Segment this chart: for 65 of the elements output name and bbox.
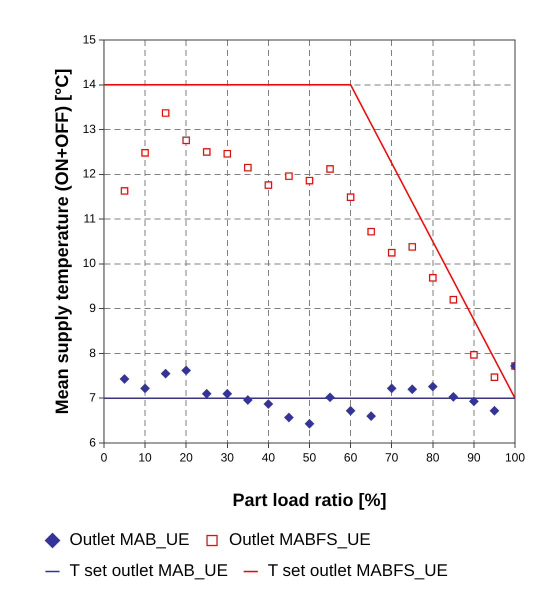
point: [182, 366, 191, 376]
point: [202, 148, 210, 156]
point: [429, 274, 437, 282]
y-tick-label: 14: [82, 77, 96, 92]
point: [408, 243, 416, 251]
x-axis-title: Part load ratio [%]: [232, 490, 386, 510]
y-tick-label: 7: [89, 390, 96, 405]
point: [264, 181, 272, 189]
point: [388, 248, 396, 256]
legend-label: Outlet MAB_UE: [70, 530, 190, 550]
point: [222, 389, 232, 398]
point: [367, 228, 375, 236]
legend-label: T set outlet MABFS_UE: [268, 561, 448, 580]
x-tick-label: 90: [467, 450, 481, 465]
x-tick-label: 70: [385, 450, 399, 465]
y-tick-label: 8: [89, 346, 96, 360]
point: [346, 406, 356, 416]
point: [469, 396, 478, 406]
x-tick-label: 80: [426, 450, 440, 465]
x-tick-label: 20: [179, 450, 194, 465]
point: [120, 374, 130, 384]
y-axis-title: Mean supply temperature (ON+OFF) [°C]: [52, 68, 72, 414]
point: [284, 412, 294, 422]
point: [325, 392, 335, 402]
point: [141, 149, 149, 157]
point: [161, 368, 170, 378]
point: [182, 136, 190, 144]
point: [490, 406, 500, 416]
y-tick-label: 15: [82, 32, 96, 46]
point: [162, 109, 170, 117]
point: [120, 187, 128, 195]
y-tick-label: 9: [89, 300, 96, 315]
point: [428, 382, 438, 392]
y-tick-label: 11: [83, 211, 96, 226]
point: [306, 176, 314, 184]
point: [202, 389, 212, 398]
x-tick-label: 50: [302, 450, 316, 465]
point: [304, 419, 314, 428]
y-tick-label: 13: [82, 122, 96, 136]
y-tick-label: 12: [82, 166, 96, 181]
y-tick-label: 6: [89, 435, 96, 450]
point: [264, 399, 273, 409]
point: [285, 172, 293, 180]
point: [450, 296, 458, 304]
legend-label: Outlet MABFS_UE: [228, 530, 371, 550]
point: [223, 150, 232, 158]
x-tick-label: 10: [138, 450, 152, 465]
point: [490, 373, 498, 381]
legend-label: T set outlet MAB_UE: [70, 561, 228, 580]
x-tick-label: 0: [100, 450, 108, 465]
point: [140, 384, 150, 393]
point: [470, 351, 478, 359]
x-tick-label: 40: [262, 450, 276, 465]
x-tick-label: 100: [504, 450, 526, 465]
x-tick-label: 30: [220, 450, 234, 465]
point: [408, 384, 417, 394]
point: [448, 392, 458, 402]
point: [244, 164, 252, 172]
point: [326, 165, 334, 173]
point: [366, 412, 376, 421]
point: [346, 193, 354, 201]
point: [243, 395, 252, 405]
x-tick-label: 60: [344, 450, 358, 465]
y-tick-label: 10: [82, 256, 96, 270]
point: [387, 384, 396, 393]
